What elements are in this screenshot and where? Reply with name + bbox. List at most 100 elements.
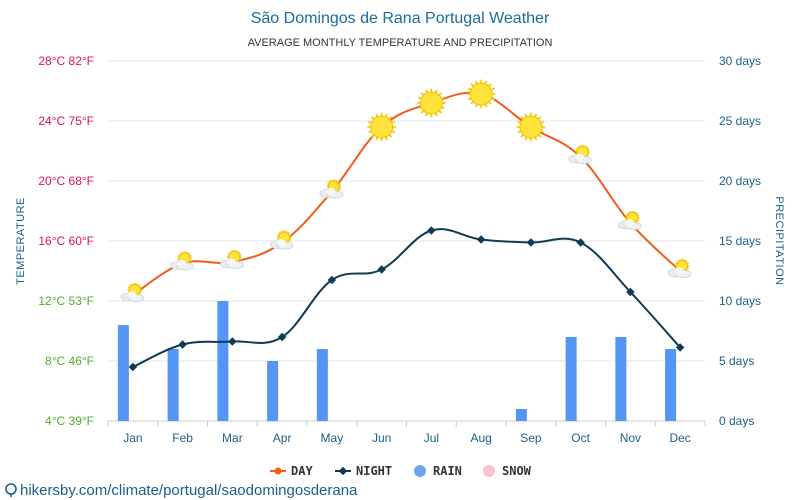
night-point: [526, 238, 536, 247]
location-pin-icon: [5, 483, 17, 495]
x-tick-label: Apr: [273, 431, 292, 445]
x-tick-label: Oct: [571, 431, 590, 445]
legend-item-rain: RAIN: [414, 464, 462, 478]
y2-tick-label: 20 days: [719, 174, 761, 188]
legend-label: DAY: [291, 464, 313, 478]
partly-cloudy-icon: [319, 179, 344, 199]
sun-disc: [519, 115, 543, 139]
partly-cloudy-icon: [568, 144, 592, 164]
left-axis-ticks: 28°C 82°F 24°C 75°F 20°C 68°F 16°C 60°F 12°C…: [38, 54, 94, 428]
legend-item-day: DAY: [270, 464, 313, 478]
rain-bar: [117, 325, 129, 421]
temperature-lines: [128, 91, 685, 372]
partly-cloudy-icon: [170, 251, 194, 271]
cloud-part: [127, 291, 137, 299]
y2-tick-label: 5 days: [719, 354, 754, 368]
x-tick-label: Aug: [470, 431, 491, 445]
rain-bar: [665, 349, 677, 421]
rain-bars: [117, 301, 677, 421]
chart-subtitle: AVERAGE MONTHLY TEMPERATURE AND PRECIPIT…: [248, 37, 553, 49]
night-point: [626, 287, 635, 297]
sun-disc: [370, 115, 394, 139]
right-axis-ticks: 30 days 25 days 20 days 15 days 10 days 5 day…: [719, 54, 761, 428]
chart-title: São Domingos de Rana Portugal Weather: [251, 10, 550, 27]
x-tick-label: Jul: [424, 431, 439, 445]
sunny-icon: [516, 112, 546, 142]
rain-bar: [316, 349, 328, 421]
night-point: [476, 235, 486, 244]
rain-bar: [615, 337, 627, 421]
x-tick-label: May: [321, 431, 344, 445]
legend-marker-night: [338, 466, 348, 476]
x-tick-label: Jun: [372, 431, 391, 445]
y2-tick-label: 30 days: [719, 54, 761, 68]
x-tick-label: Dec: [669, 431, 690, 445]
night-temperature-line: [132, 228, 681, 368]
cloud-part: [624, 219, 634, 227]
y2-tick-label: 10 days: [719, 294, 761, 308]
sunny-icon: [367, 112, 396, 142]
sun-disc: [469, 82, 493, 106]
legend-item-night: NIGHT: [335, 464, 392, 478]
legend: DAY NIGHT RAIN SNOW: [270, 464, 532, 478]
legend-label: NIGHT: [356, 464, 392, 478]
cloud-part: [276, 238, 286, 247]
cloud-part: [674, 267, 684, 275]
cloud-part: [326, 187, 336, 196]
sunny-icon: [466, 79, 496, 109]
partly-cloudy-icon: [269, 230, 294, 250]
y-tick-label: 16°C 60°F: [38, 234, 94, 248]
y-tick-label: 24°C 75°F: [38, 114, 94, 128]
y-tick-label: 12°C 53°F: [38, 294, 94, 308]
partly-cloudy-icon: [618, 210, 642, 230]
sun-disc: [419, 91, 443, 115]
x-tick-label: Jan: [123, 431, 142, 445]
x-tick-label: Sep: [520, 431, 542, 445]
y-tick-label: 20°C 68°F: [38, 174, 94, 188]
night-point: [427, 226, 436, 235]
weather-icons: [120, 79, 692, 302]
rain-bar: [217, 301, 229, 421]
night-point: [128, 362, 138, 372]
partly-cloudy-icon: [120, 282, 145, 302]
cloud-part: [226, 258, 236, 266]
y-axis-label: TEMPERATURE: [15, 197, 27, 285]
y-tick-label: 4°C 39°F: [45, 414, 94, 428]
rain-bar: [167, 349, 179, 421]
sunny-icon: [417, 88, 446, 118]
legend-marker-rain: [414, 465, 426, 477]
grid-lines: [107, 60, 706, 427]
rain-bar: [565, 337, 577, 421]
night-point: [277, 332, 287, 342]
x-tick-label: Mar: [222, 431, 243, 445]
night-point: [178, 340, 187, 349]
legend-marker-day: [274, 467, 282, 475]
partly-cloudy-icon: [220, 249, 244, 269]
partly-cloudy-icon: [667, 258, 692, 278]
y2-tick-label: 0 days: [719, 414, 754, 428]
day-temperature-line: [132, 91, 681, 296]
rain-bar: [515, 409, 527, 421]
night-point: [675, 343, 685, 352]
cloud-part: [177, 259, 187, 268]
footer-link[interactable]: hikersby.com/climate/portugal/saodomingo…: [20, 482, 358, 499]
y-tick-label: 8°C 46°F: [45, 354, 94, 368]
y2-axis-label: PRECIPITATION: [773, 196, 785, 285]
x-tick-label: Feb: [172, 431, 193, 445]
legend-item-snow: SNOW: [483, 464, 532, 478]
y-tick-label: 28°C 82°F: [38, 54, 94, 68]
footer: hikersby.com/climate/portugal/saodomingo…: [5, 482, 358, 499]
night-point: [576, 238, 585, 247]
rain-bar: [267, 361, 279, 421]
y2-tick-label: 25 days: [719, 114, 761, 128]
legend-label: RAIN: [433, 464, 462, 478]
legend-label: SNOW: [502, 464, 532, 478]
x-axis-ticks: Jan Feb Mar Apr May Jun Jul Aug Sep Oct Nov Dec: [123, 431, 691, 445]
legend-marker-snow: [483, 465, 495, 477]
x-tick-label: Nov: [620, 431, 641, 445]
cloud-part: [575, 153, 585, 161]
night-point: [377, 265, 386, 274]
y2-tick-label: 15 days: [719, 234, 761, 248]
night-point: [228, 337, 237, 346]
